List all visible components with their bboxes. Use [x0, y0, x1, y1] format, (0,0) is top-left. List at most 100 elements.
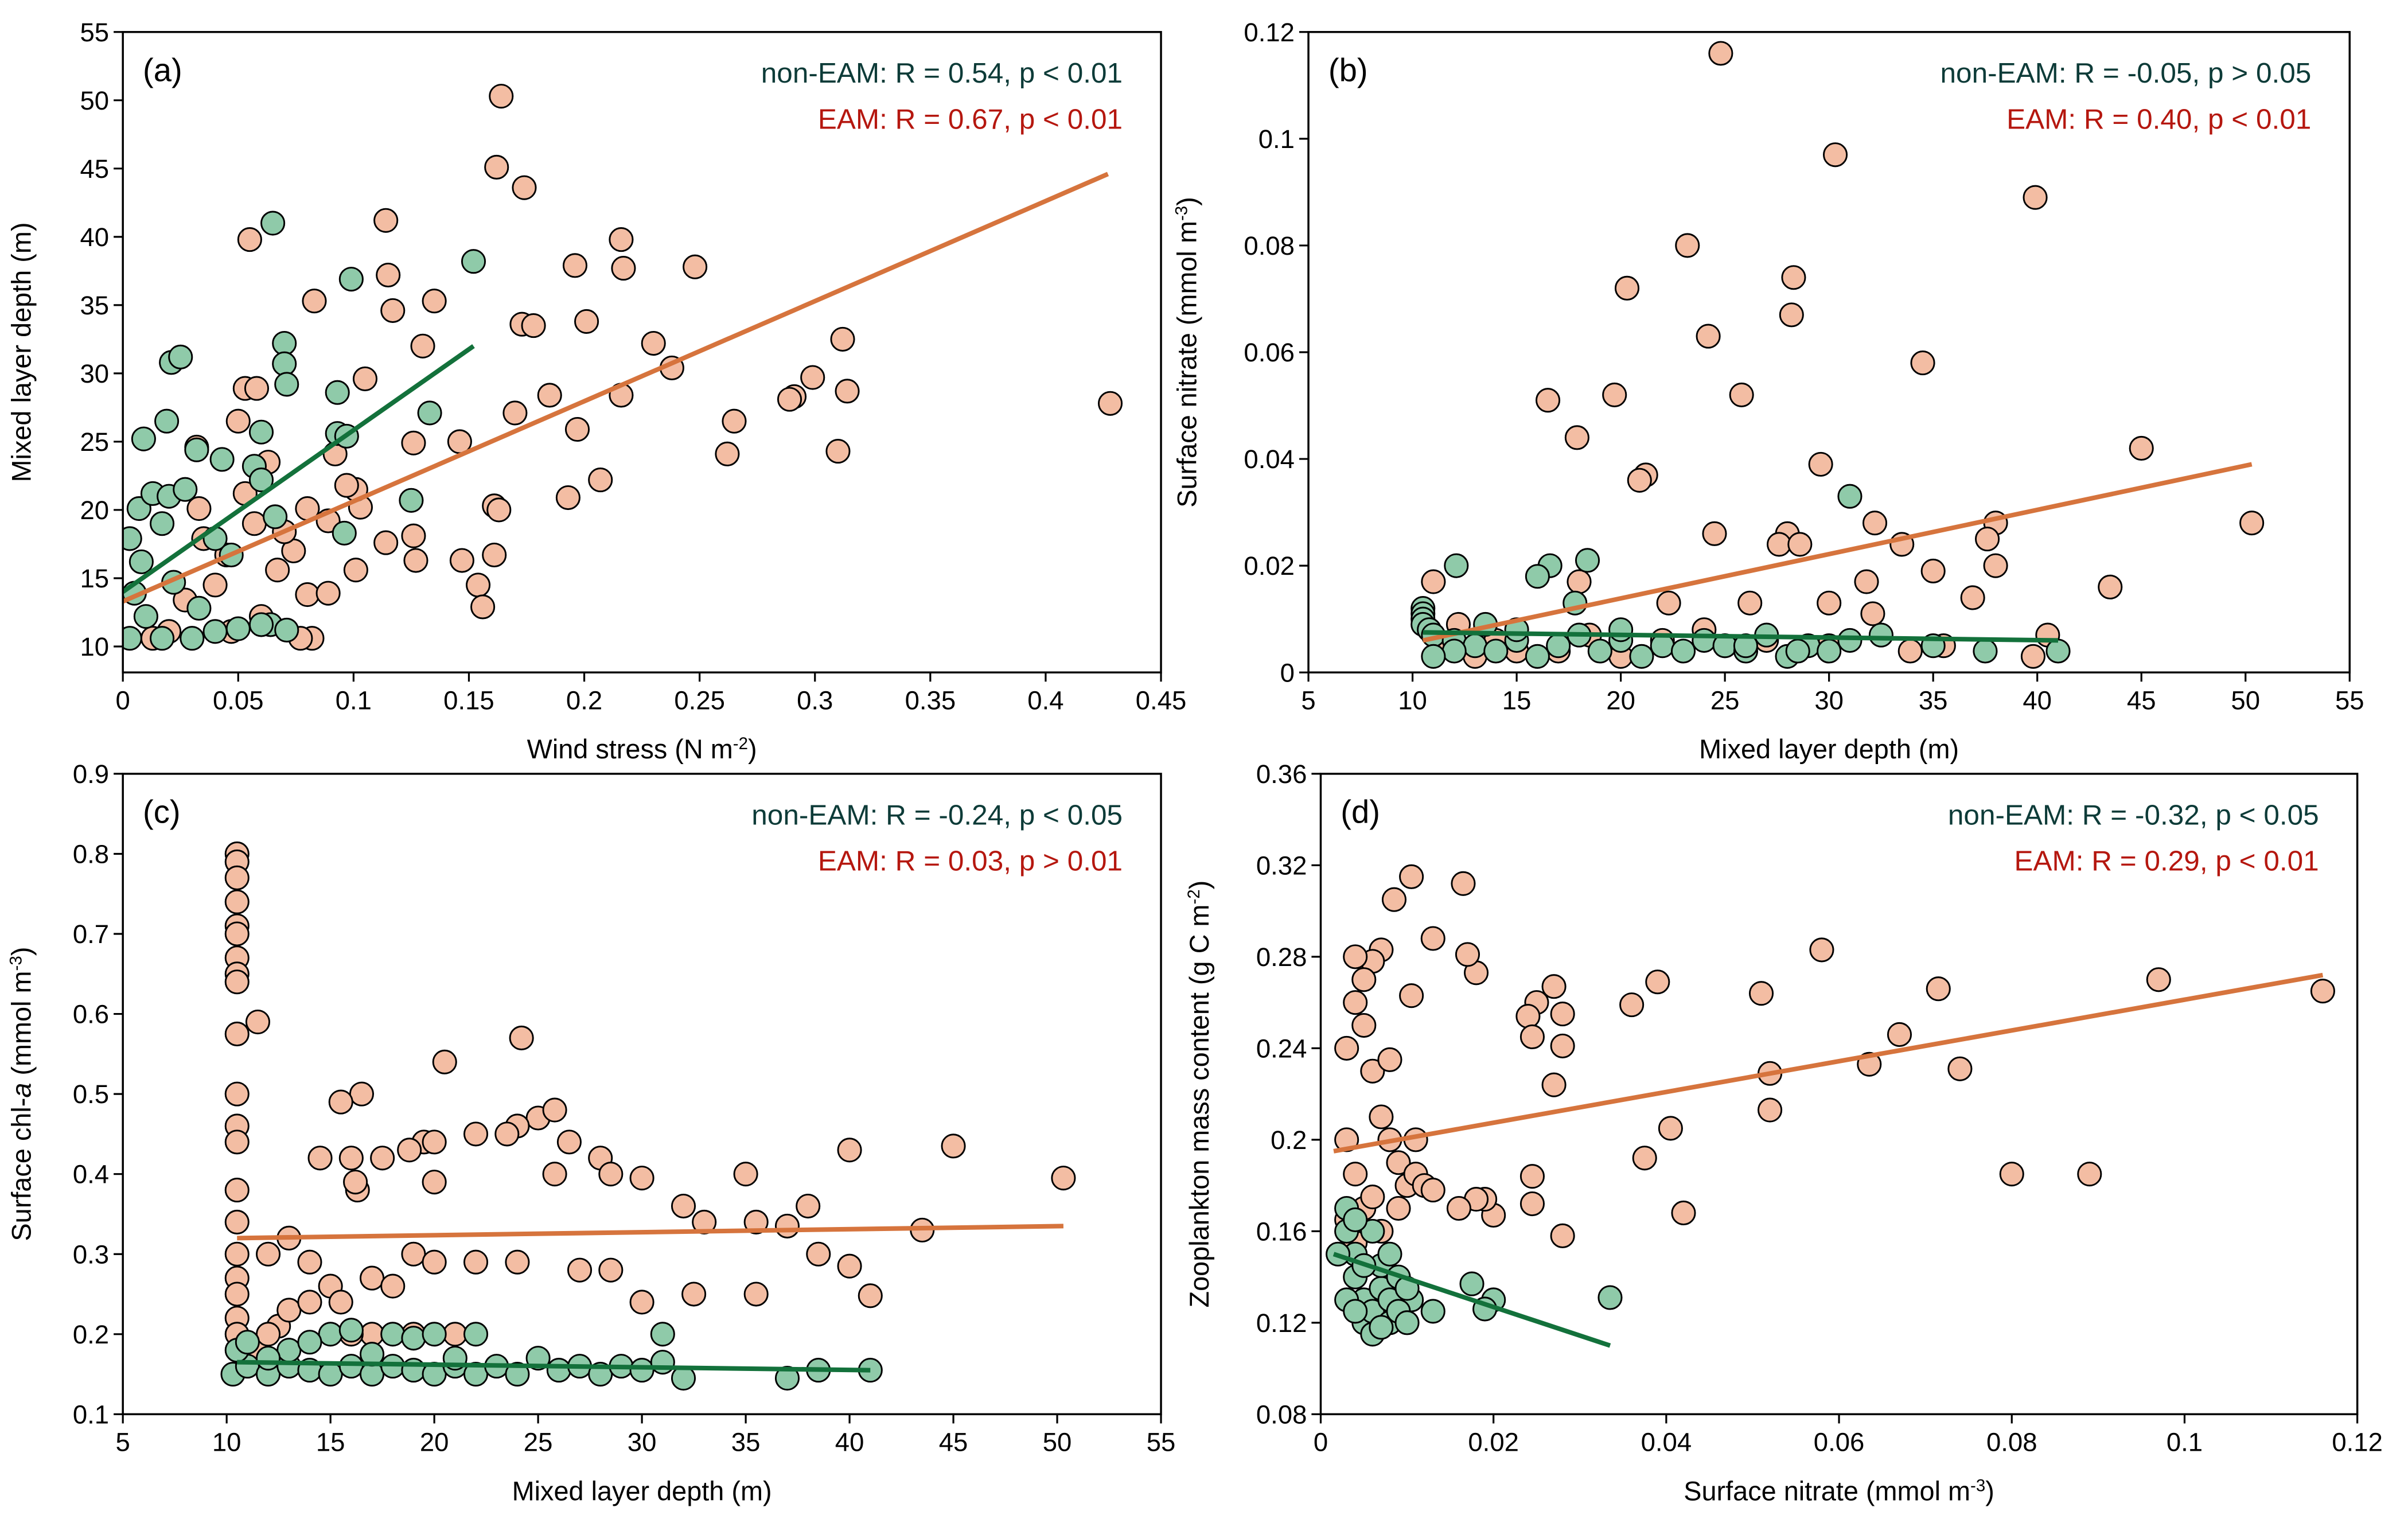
eam-point: [567, 1257, 593, 1283]
eam-point: [373, 208, 399, 233]
eam-point: [588, 468, 613, 493]
eam-regression-line: [1422, 462, 2253, 643]
eam-point: [1381, 887, 1407, 912]
eam-point: [1343, 1162, 1368, 1187]
y-tick-label: 0.36: [1256, 759, 1307, 789]
y-tick-label: 0.32: [1256, 851, 1307, 880]
eam-point: [307, 1146, 333, 1171]
x-tick-label: 5: [1301, 685, 1315, 715]
eam-point: [733, 1162, 758, 1187]
x-tick-label: 0.04: [1641, 1428, 1692, 1457]
eam-point: [1809, 937, 1834, 963]
eam-point: [777, 387, 802, 412]
eam-point: [410, 333, 435, 359]
eam-point: [1360, 1058, 1385, 1084]
eam-point: [941, 1134, 966, 1159]
non-eam-point: [1343, 1299, 1368, 1324]
eam-point: [1541, 1072, 1567, 1097]
eam-point: [276, 1298, 302, 1323]
label-segment: Wind stress (N m: [527, 734, 733, 764]
non-eam-point: [186, 595, 212, 621]
non-eam-regression-line: [237, 1360, 871, 1373]
non-eam-point: [461, 249, 486, 274]
eam-point: [2020, 644, 2045, 669]
y-tick-label: 0.6: [73, 1000, 109, 1029]
eam-point: [1515, 1004, 1541, 1029]
eam-point: [1567, 569, 1592, 594]
eam-point: [574, 309, 599, 334]
non-eam-point: [1377, 1241, 1402, 1267]
eam-point: [186, 496, 212, 521]
eam-point: [1779, 302, 1804, 328]
non-eam-point: [1394, 1310, 1420, 1335]
y-tick-label: 0: [1280, 658, 1295, 687]
label-segment: -3: [1172, 206, 1191, 221]
label-segment: -3: [1970, 1476, 1985, 1495]
x-tick-label: 40: [835, 1428, 864, 1457]
eam-point: [1926, 976, 1951, 1002]
non-eam-point: [1420, 1299, 1445, 1324]
eam-point: [1781, 265, 1806, 290]
plot-frame: [122, 773, 1162, 1416]
eam-point: [1862, 511, 1888, 536]
eam-point: [1519, 1191, 1545, 1217]
eam-point: [564, 416, 590, 442]
eam-point: [1420, 1178, 1445, 1203]
label-segment: Mixed layer depth (m): [512, 1476, 772, 1506]
label-segment: a: [7, 1083, 37, 1098]
eam-point: [224, 1178, 250, 1203]
label-segment: ): [748, 734, 757, 764]
eam-point: [352, 366, 378, 391]
eam-stats: EAM: R = 0.40, p < 0.01: [2006, 103, 2311, 135]
non-eam-point: [401, 1326, 426, 1351]
eam-point: [598, 1162, 624, 1187]
eam-point: [422, 1249, 447, 1275]
non-eam-point: [1546, 633, 1571, 659]
eam-point: [1808, 451, 1833, 477]
non-eam-point: [248, 468, 274, 493]
eam-point: [1446, 1195, 1471, 1221]
eam-point: [1343, 944, 1368, 969]
non-eam-point: [1837, 628, 1863, 653]
eam-point: [422, 1170, 447, 1195]
eam-point: [1766, 532, 1792, 557]
eam-point: [224, 921, 250, 946]
y-tick-label: 0.02: [1244, 551, 1295, 581]
non-eam-point: [133, 604, 158, 629]
non-eam-point: [399, 488, 424, 513]
non-eam-stats: non-EAM: R = -0.32, p < 0.05: [1948, 799, 2319, 831]
eam-point: [1729, 382, 1754, 407]
x-tick-label: 55: [1147, 1428, 1176, 1457]
non-eam-point: [274, 372, 299, 397]
eam-point: [1369, 1104, 1394, 1129]
y-tick-label: 0.08: [1244, 231, 1295, 260]
eam-point: [521, 313, 546, 338]
eam-point: [858, 1283, 883, 1308]
non-eam-point: [1868, 622, 1893, 648]
eam-point: [224, 865, 250, 890]
eam-point: [1947, 1056, 1973, 1081]
eam-point: [837, 1253, 862, 1279]
eam-point: [373, 530, 399, 555]
eam-point: [1098, 391, 1123, 416]
eam-point: [2077, 1162, 2102, 1187]
eam-point: [806, 1241, 831, 1267]
plot-frame: [1319, 773, 2359, 1416]
non-eam-point: [1525, 644, 1550, 669]
label-segment: Surface chl-: [7, 1098, 37, 1241]
eam-point: [2146, 967, 2171, 992]
eam-point: [343, 1170, 368, 1195]
eam-point: [1887, 1022, 1912, 1047]
y-tick-label: 0.08: [1256, 1400, 1307, 1429]
eam-point: [1351, 967, 1377, 992]
non-eam-point: [1608, 617, 1634, 642]
eam-point: [1748, 981, 1774, 1006]
non-eam-point: [1597, 1285, 1623, 1310]
non-eam-point: [1421, 644, 1446, 669]
eam-point: [1671, 1200, 1696, 1226]
x-tick-label: 0.12: [2332, 1428, 2383, 1457]
non-eam-point: [1444, 553, 1469, 578]
eam-point: [837, 1138, 862, 1163]
eam-point: [224, 1241, 250, 1267]
eam-point: [1619, 992, 1645, 1018]
